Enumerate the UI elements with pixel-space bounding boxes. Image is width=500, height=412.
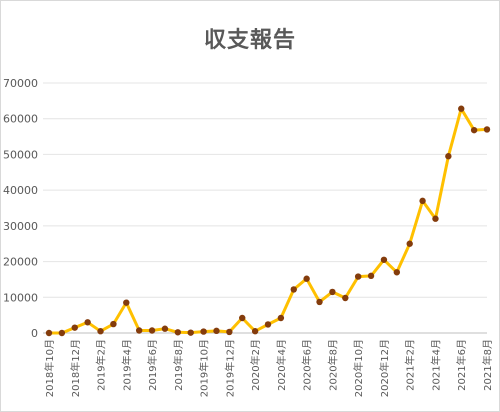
data-point bbox=[277, 314, 285, 322]
data-point bbox=[213, 327, 220, 335]
data-point bbox=[393, 269, 401, 276]
data-point bbox=[200, 328, 207, 335]
data-point bbox=[84, 319, 91, 326]
y-tick-label: 50000 bbox=[3, 148, 38, 161]
y-tick-label: 10000 bbox=[3, 291, 38, 304]
x-tick-label: 2018年12月 bbox=[69, 339, 82, 397]
data-point bbox=[123, 299, 130, 306]
y-tick-label: 30000 bbox=[3, 220, 38, 233]
gridlines bbox=[43, 82, 487, 334]
y-tick-label: 0 bbox=[31, 327, 38, 340]
x-tick-label: 2021年4月 bbox=[429, 339, 442, 391]
data-point bbox=[135, 327, 143, 334]
x-tick-label: 2018年10月 bbox=[43, 339, 56, 397]
x-tick-label: 2020年8月 bbox=[326, 339, 339, 391]
data-point bbox=[329, 288, 336, 296]
data-point bbox=[110, 320, 117, 328]
data-point bbox=[174, 329, 182, 336]
data-point bbox=[342, 294, 349, 302]
data-point bbox=[316, 298, 323, 306]
data-point bbox=[470, 126, 478, 134]
x-tick-label: 2019年10月 bbox=[198, 339, 211, 397]
data-point bbox=[251, 328, 259, 335]
x-tick-label: 2021年2月 bbox=[404, 339, 417, 391]
y-tick-label: 60000 bbox=[3, 113, 38, 126]
x-tick-label: 2021年6月 bbox=[455, 339, 468, 391]
x-tick-label: 2019年4月 bbox=[120, 339, 133, 391]
x-tick-label: 2019年8月 bbox=[172, 339, 185, 391]
series-layer bbox=[45, 105, 491, 337]
x-tick-label: 2019年6月 bbox=[146, 339, 159, 391]
data-point bbox=[71, 324, 78, 331]
x-tick-label: 2019年2月 bbox=[95, 339, 108, 391]
x-tick-label: 2020年12月 bbox=[378, 339, 391, 397]
data-point bbox=[303, 275, 310, 282]
data-point bbox=[445, 153, 452, 160]
data-point bbox=[483, 126, 491, 133]
data-point bbox=[239, 314, 246, 322]
y-axis-ticks: 0 10000 20000 30000 40000 50000 60000 70000 bbox=[3, 77, 38, 340]
y-tick-label: 20000 bbox=[3, 256, 38, 269]
x-tick-label: 2020年2月 bbox=[249, 339, 262, 391]
x-tick-label: 2020年10月 bbox=[352, 339, 365, 397]
data-point bbox=[187, 329, 194, 336]
data-point bbox=[419, 197, 426, 205]
data-point bbox=[367, 272, 375, 280]
data-point bbox=[161, 325, 169, 332]
y-tick-label: 70000 bbox=[3, 77, 38, 90]
x-tick-label: 2020年4月 bbox=[275, 339, 288, 391]
data-point bbox=[45, 329, 53, 337]
data-point bbox=[354, 273, 362, 280]
x-tick-label: 2021年8月 bbox=[481, 339, 494, 391]
x-tick-label: 2020年6月 bbox=[301, 339, 314, 391]
data-point bbox=[432, 215, 439, 222]
x-tick-label: 2019年12月 bbox=[223, 339, 236, 397]
y-tick-label: 40000 bbox=[3, 184, 38, 197]
data-point bbox=[290, 286, 297, 293]
data-point bbox=[97, 328, 104, 335]
data-point bbox=[264, 321, 272, 328]
chart-title: 収支報告 bbox=[203, 28, 296, 53]
data-point bbox=[406, 240, 413, 247]
data-point bbox=[380, 256, 388, 263]
data-point bbox=[226, 328, 233, 336]
data-point bbox=[458, 105, 465, 112]
x-axis-ticks: 2018年10月 2018年12月 2019年2月 2019年4月 2019年6月 201… bbox=[43, 339, 494, 397]
data-point bbox=[148, 327, 156, 334]
series-line-0 bbox=[49, 107, 488, 335]
data-point bbox=[58, 329, 66, 337]
